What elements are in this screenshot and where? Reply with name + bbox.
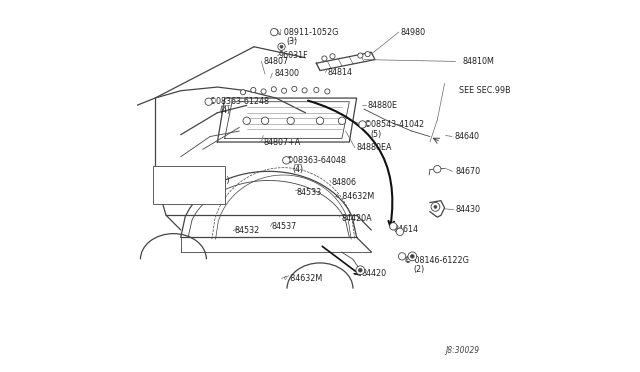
Circle shape (205, 98, 212, 105)
Circle shape (278, 43, 285, 51)
Circle shape (316, 117, 324, 125)
Circle shape (339, 117, 346, 125)
Text: 84420: 84420 (361, 269, 386, 279)
Text: (5): (5) (371, 130, 382, 139)
Circle shape (271, 87, 276, 92)
Circle shape (243, 117, 250, 125)
Text: ©08363-61248: ©08363-61248 (209, 97, 270, 106)
Text: ℕ 08911-1052G: ℕ 08911-1052G (275, 28, 339, 36)
Circle shape (434, 205, 437, 208)
Text: N: N (272, 30, 276, 35)
Circle shape (365, 51, 370, 57)
Circle shape (322, 56, 327, 61)
Text: B: B (400, 254, 404, 259)
Circle shape (282, 88, 287, 93)
Text: 84533: 84533 (296, 188, 321, 197)
Text: 84807+A: 84807+A (263, 138, 300, 147)
FancyBboxPatch shape (153, 166, 225, 204)
Circle shape (280, 45, 283, 48)
Text: (2): (2) (414, 265, 425, 274)
Circle shape (241, 90, 246, 95)
Text: 84810M: 84810M (463, 57, 495, 66)
Circle shape (287, 117, 294, 125)
Text: 84814: 84814 (327, 68, 353, 77)
Text: 84541+A(LH): 84541+A(LH) (177, 176, 230, 185)
Text: 84532: 84532 (235, 226, 260, 235)
Text: ◦ 84632M: ◦ 84632M (283, 274, 322, 283)
Circle shape (271, 28, 278, 36)
Circle shape (433, 166, 441, 173)
Text: 84537: 84537 (271, 222, 297, 231)
Circle shape (292, 86, 297, 92)
Text: S: S (284, 158, 288, 163)
Text: ©08363-64048: ©08363-64048 (286, 156, 347, 165)
Text: 84807: 84807 (263, 57, 289, 66)
Text: 84300: 84300 (274, 69, 299, 78)
Circle shape (408, 252, 417, 261)
Circle shape (283, 157, 290, 164)
Circle shape (358, 269, 362, 272)
Circle shape (396, 228, 404, 235)
Text: S: S (360, 122, 365, 127)
Circle shape (358, 53, 363, 58)
Text: SEE SEC.99B: SEE SEC.99B (458, 86, 510, 95)
Text: S: S (207, 99, 211, 104)
Text: 84541  (RH): 84541 (RH) (179, 167, 227, 177)
Text: 84640: 84640 (455, 132, 480, 141)
Circle shape (261, 117, 269, 125)
Text: 84430: 84430 (456, 205, 481, 214)
Text: ©08543-41042: ©08543-41042 (364, 120, 425, 129)
Text: 84880EA: 84880EA (356, 143, 392, 152)
Circle shape (302, 88, 307, 93)
Text: 84670: 84670 (456, 167, 481, 176)
Circle shape (390, 223, 397, 230)
Circle shape (359, 121, 366, 128)
Circle shape (251, 87, 256, 93)
Text: 84614: 84614 (394, 225, 419, 234)
Circle shape (330, 54, 335, 59)
Text: 84980: 84980 (401, 28, 426, 36)
Text: © 08146-6122G: © 08146-6122G (404, 256, 469, 264)
Circle shape (314, 87, 319, 93)
Text: 96031F: 96031F (279, 51, 308, 60)
Text: 84511(LH): 84511(LH) (162, 193, 203, 202)
Text: (3): (3) (286, 37, 298, 46)
Text: 84510(RH): 84510(RH) (161, 185, 204, 193)
Circle shape (261, 89, 266, 94)
Circle shape (410, 254, 414, 258)
Circle shape (399, 253, 406, 260)
Text: (4): (4) (220, 106, 230, 115)
Circle shape (356, 266, 365, 275)
Text: 84880E: 84880E (367, 101, 397, 110)
Text: ◦ 84632M: ◦ 84632M (335, 192, 374, 202)
Text: 84420A: 84420A (341, 215, 372, 224)
Text: J8:30029: J8:30029 (445, 346, 479, 355)
Text: 84806: 84806 (332, 178, 356, 187)
Text: (4): (4) (292, 165, 303, 174)
Circle shape (431, 202, 440, 211)
Circle shape (324, 89, 330, 94)
